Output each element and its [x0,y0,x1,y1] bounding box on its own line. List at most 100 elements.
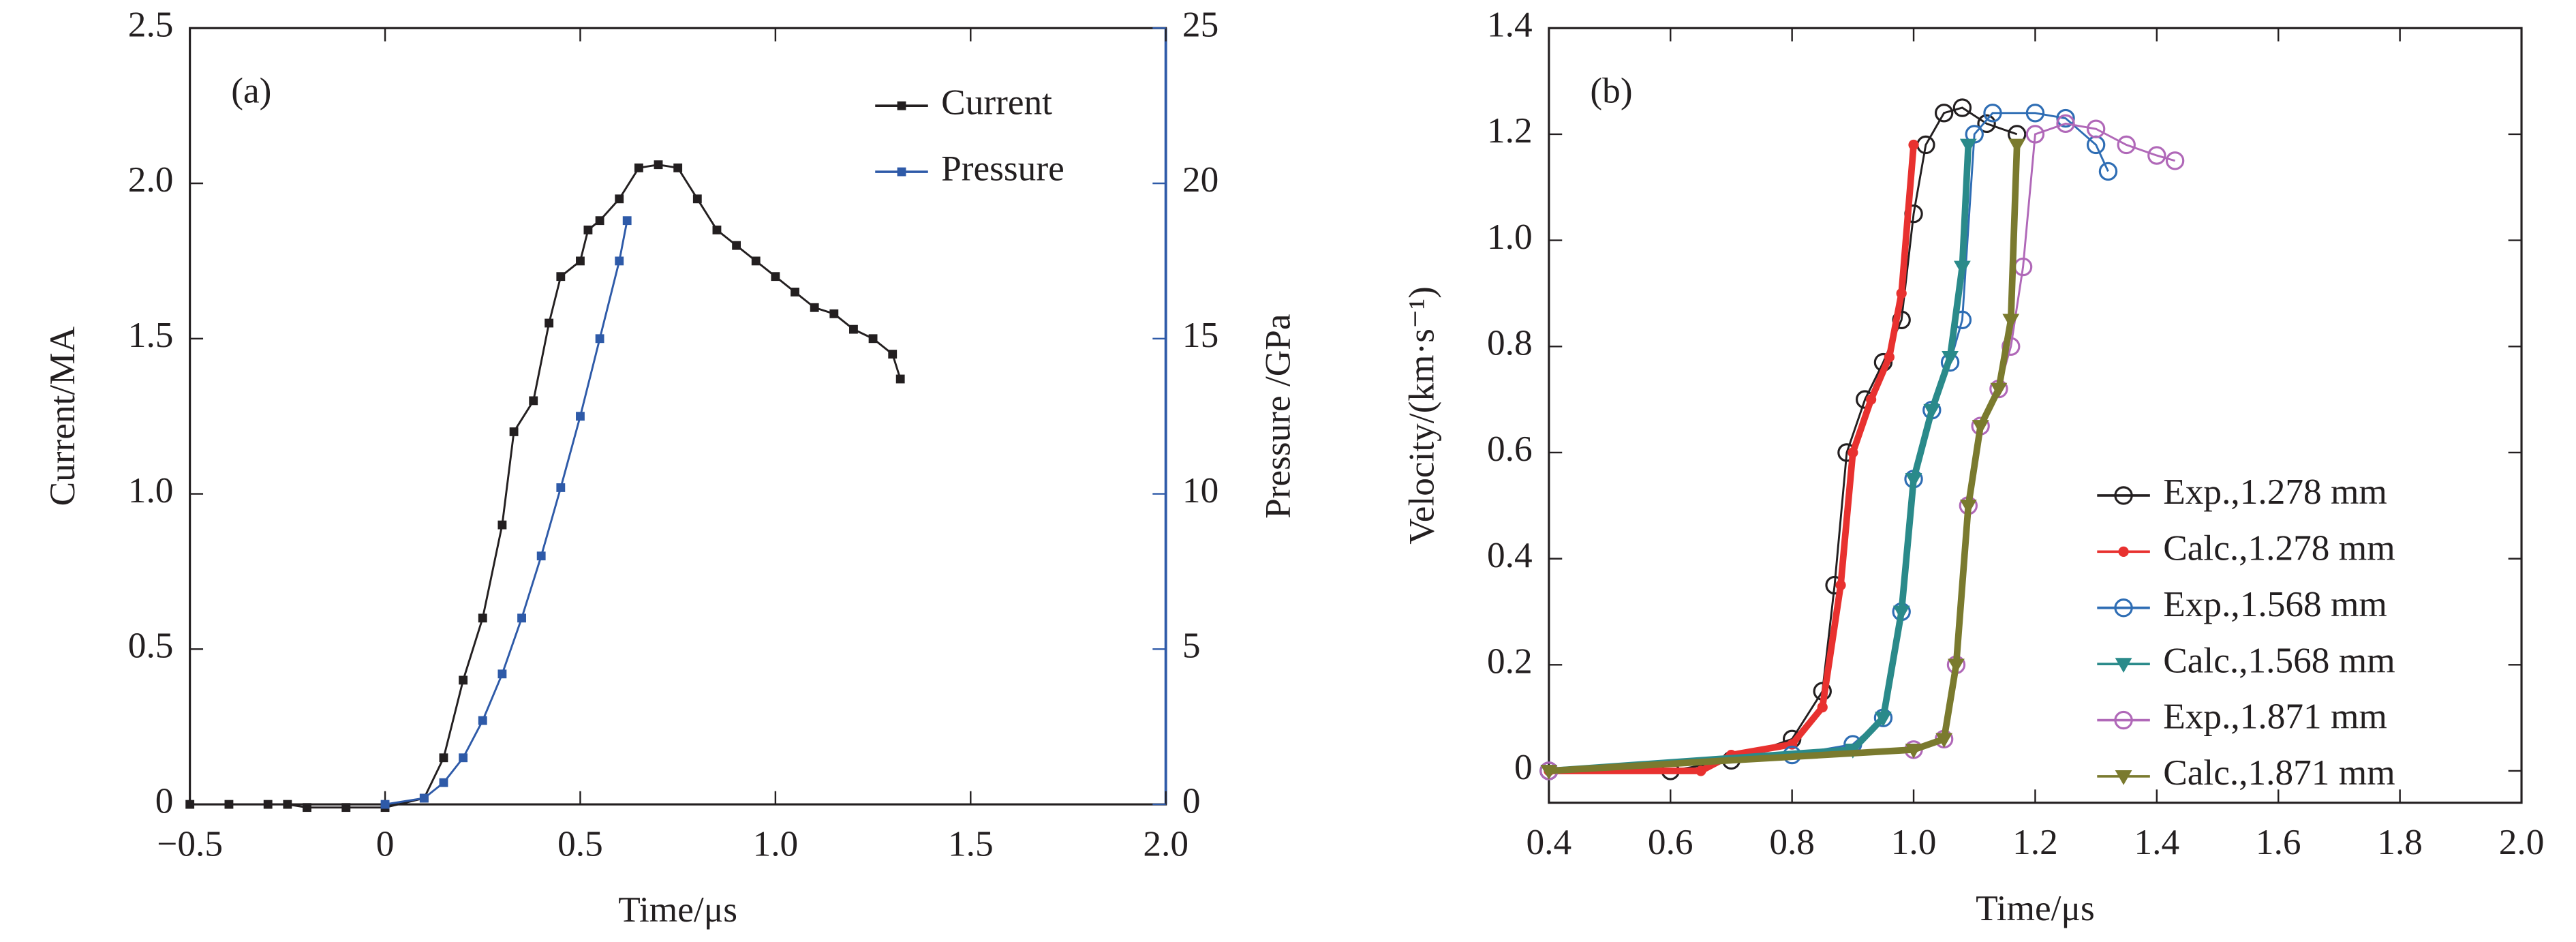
marker [2056,114,2075,134]
marker [810,303,819,312]
marker [849,324,858,334]
x-tick-label: 0.8 [1769,822,1815,862]
marker [615,194,624,204]
marker [1884,352,1895,363]
marker [576,256,585,266]
x-tick-label: 1.6 [2256,822,2301,862]
marker [529,396,538,406]
marker [185,800,195,809]
marker [478,613,487,623]
marker [1990,382,2008,398]
marker [1934,104,1954,123]
marker [2114,598,2133,618]
series-line [1548,122,2176,772]
legend-label: Pressure [941,148,1064,188]
marker [897,101,906,110]
x-tick-label: 0.5 [557,823,603,864]
marker [1923,404,1941,419]
marker [497,669,507,679]
marker [1905,743,1922,759]
marker [2118,546,2129,558]
y2-tick-label: 15 [1182,315,1218,355]
marker [439,778,448,787]
marker [1892,605,1910,621]
marker [1977,114,1996,134]
marker [303,803,311,812]
marker [2002,314,2020,329]
marker [732,241,741,250]
marker [868,334,878,344]
marker [439,753,448,763]
y-tick-label: 0.5 [128,626,174,666]
marker [2008,138,2026,154]
y-axis-label: Current/MA [42,326,82,506]
legend-label: Calc.,1.278 mm [2163,528,2395,568]
y2-tick-label: 5 [1182,626,1201,666]
y2-tick-label: 0 [1182,780,1201,821]
x-tick-label: 1.2 [2012,822,2058,862]
marker [2056,108,2075,128]
marker [595,216,604,226]
marker [1948,658,1965,674]
marker [888,350,898,359]
series-line [1548,145,1917,774]
marker [545,318,554,328]
marker [1875,712,1892,727]
marker [712,225,722,234]
series-line [384,220,628,806]
plot-frame [189,27,1167,806]
x-tick-label: 0.4 [1527,822,1572,862]
marker [692,194,702,204]
marker [263,800,273,809]
y-tick-label: 0.8 [1487,323,1533,363]
x-axis-label: Time/μs [1976,888,2095,928]
marker [1817,701,1828,713]
series-line [1548,145,2021,774]
y2-tick-label: 20 [1182,159,1218,200]
x-tick-label: 1.0 [1891,822,1937,862]
x-tick-label: 2.0 [1143,823,1189,864]
marker [2098,162,2118,181]
marker [791,288,799,297]
marker [1696,765,1706,776]
marker [536,551,546,561]
marker [341,803,351,812]
marker [895,374,905,384]
marker [595,334,604,344]
marker [556,483,566,492]
marker [380,800,390,809]
marker [1972,420,1989,435]
marker [1935,733,1953,748]
marker [1959,138,1977,154]
y2-tick-label: 10 [1182,470,1218,511]
x-tick-label: 1.4 [2134,822,2180,862]
panel-label: (b) [1590,70,1632,110]
marker [2115,658,2132,673]
marker [1835,579,1846,591]
marker [2025,104,2045,123]
marker [673,163,683,172]
marker [1953,260,1971,276]
marker [2117,135,2136,155]
marker [2147,146,2166,165]
marker [654,160,663,170]
marker [622,216,632,226]
x-tick-label: 1.0 [753,823,799,864]
marker [2025,125,2045,144]
marker [583,225,593,234]
y-tick-label: 1.4 [1487,4,1533,44]
marker [2086,119,2106,138]
x-tick-label: 0 [376,823,395,864]
marker [556,272,566,282]
y-tick-label: 1.5 [128,315,174,355]
x-tick-label: 1.5 [948,823,994,864]
marker [576,412,585,421]
marker [1905,473,1922,488]
y-tick-label: 0.4 [1487,535,1533,575]
marker [1983,104,2002,123]
marker [497,520,507,530]
y-tick-label: 0.6 [1487,429,1533,469]
marker [2165,151,2185,170]
marker [459,753,468,763]
marker [829,309,839,318]
